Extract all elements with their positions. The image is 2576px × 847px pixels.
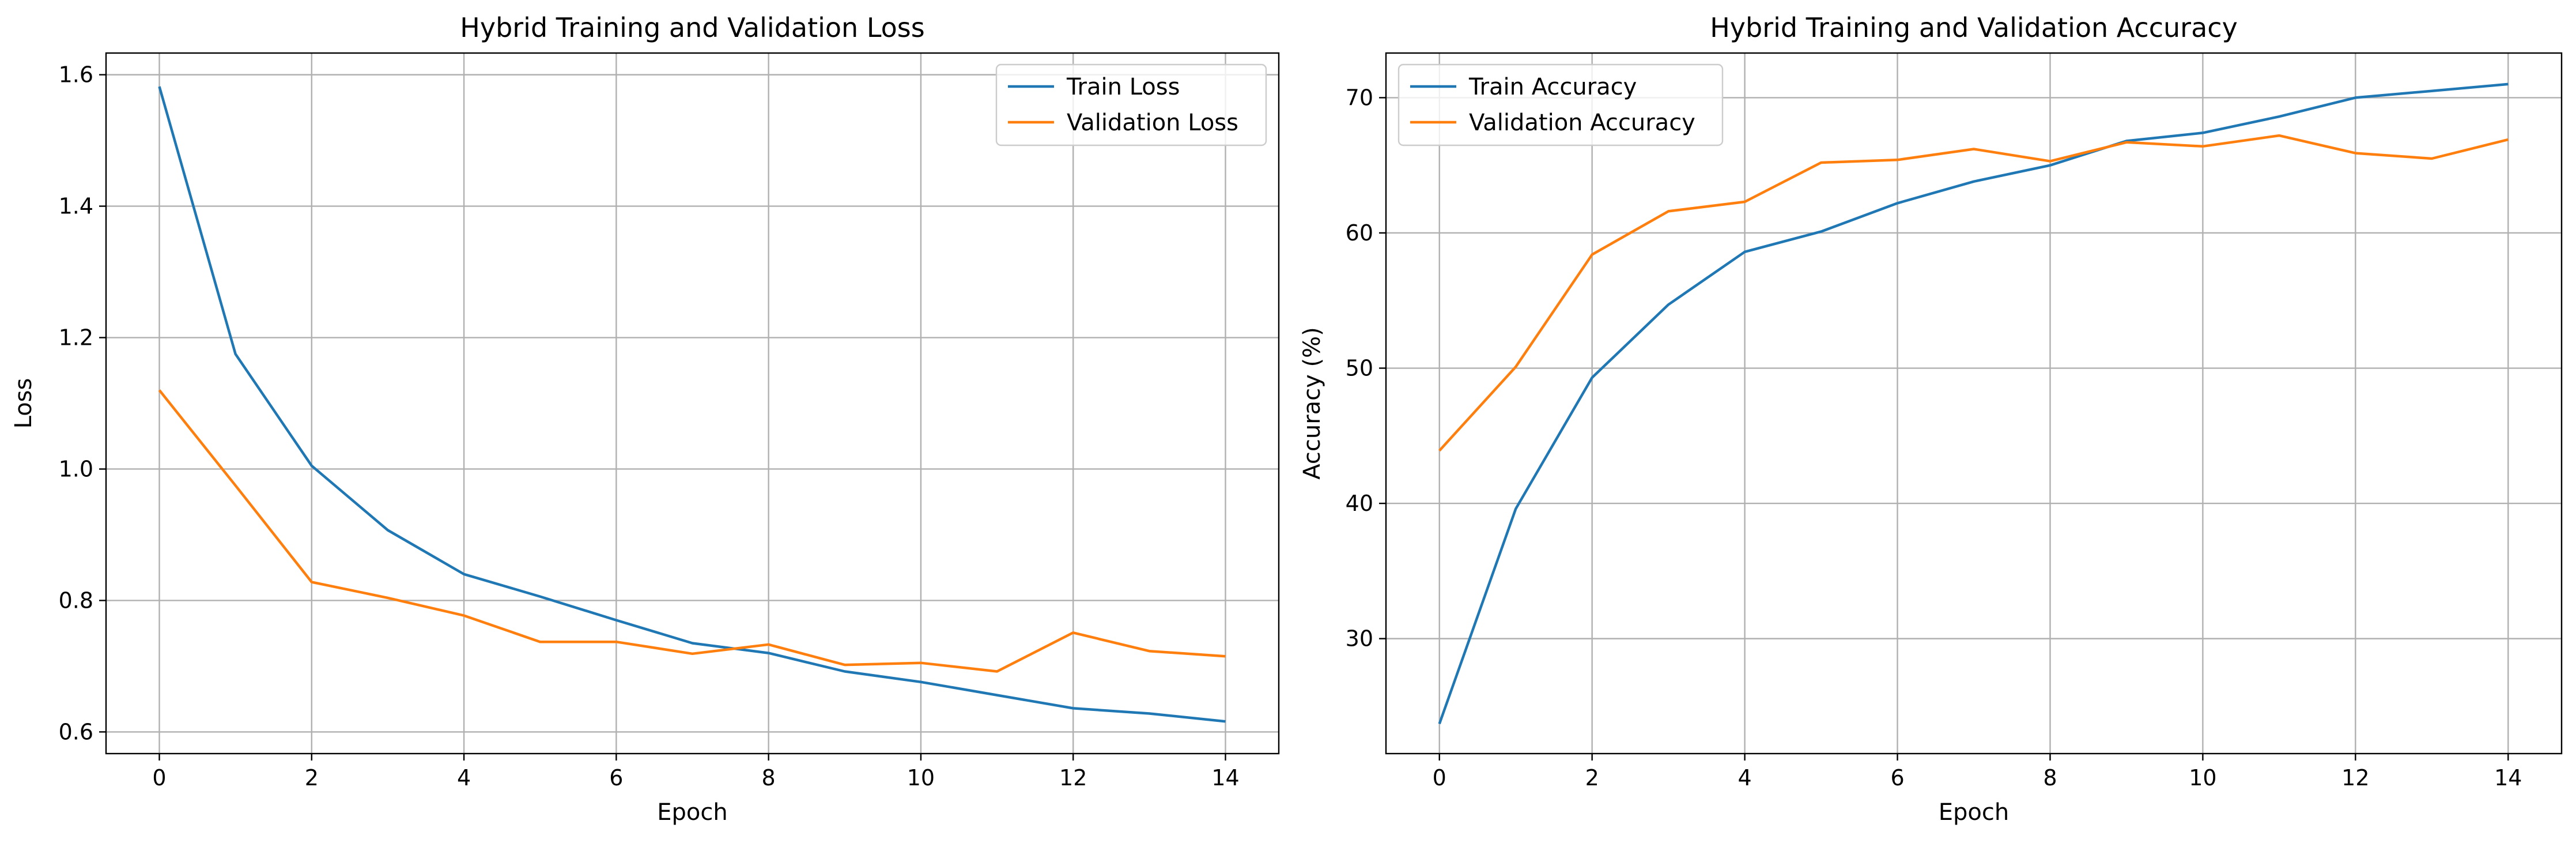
accuracy-chart: 0 2 4 6 8 10 12 14 30 40 50 60 70 Hybrid Training and… <box>1299 12 2563 826</box>
series-line-validation-loss <box>158 389 1226 673</box>
y-tick-label: 0.6 <box>59 719 93 744</box>
x-tick-label: 2 <box>305 765 319 790</box>
legend-label: Validation Loss <box>1067 110 1238 136</box>
y-tick-label: 40 <box>1346 491 1373 516</box>
y-axis-label: Loss <box>10 378 37 429</box>
x-tick-label: 0 <box>1433 765 1446 790</box>
x-tick-label: 8 <box>762 765 776 790</box>
axes-frame <box>105 52 1280 755</box>
x-tick-label: 12 <box>2341 765 2369 790</box>
x-tick-label: 8 <box>2043 765 2057 790</box>
x-axis-label: Epoch <box>657 799 727 826</box>
legend: Train Loss Validation Loss <box>995 63 1267 146</box>
axes-frame <box>1385 52 2563 755</box>
series-line-train-accuracy <box>1438 82 2509 725</box>
x-tick-label: 2 <box>1585 765 1599 790</box>
legend-label: Validation Accuracy <box>1469 110 1695 136</box>
x-tick-label: 12 <box>1059 765 1087 790</box>
y-tick-label: 1.6 <box>59 62 93 88</box>
x-tick-label: 14 <box>2494 765 2522 790</box>
y-tick-label: 30 <box>1346 626 1373 652</box>
loss-chart: 0 2 4 6 8 10 12 14 0.6 0.8 1.0 1.2 1.4 1.6 Hybrid Trai… <box>10 12 1280 826</box>
legend: Train Accuracy Validation Accuracy <box>1397 63 1724 146</box>
series-line-train-loss <box>158 86 1226 723</box>
y-tick-label: 0.8 <box>59 588 93 613</box>
series-line-validation-accuracy <box>1438 134 2509 452</box>
y-tick-label: 1.2 <box>59 325 93 351</box>
x-tick-label: 4 <box>457 765 471 790</box>
x-tick-label: 10 <box>2189 765 2216 790</box>
x-tick-label: 10 <box>907 765 935 790</box>
y-tick-label: 1.0 <box>59 456 93 481</box>
legend-label: Train Accuracy <box>1468 74 1637 100</box>
y-tick-label: 60 <box>1346 220 1373 246</box>
x-tick-label: 4 <box>1738 765 1752 790</box>
y-axis-label: Accuracy (%) <box>1299 327 1325 480</box>
x-tick-label: 14 <box>1211 765 1239 790</box>
y-tick-label: 50 <box>1346 356 1373 381</box>
legend-box <box>995 63 1267 146</box>
x-axis-label: Epoch <box>1939 799 2009 826</box>
legend-label: Train Loss <box>1066 74 1180 100</box>
x-tick-label: 6 <box>1890 765 1904 790</box>
legend-box <box>1397 63 1724 146</box>
y-tick-label: 70 <box>1346 85 1373 110</box>
x-tick-label: 0 <box>152 765 166 790</box>
x-tick-label: 6 <box>609 765 623 790</box>
y-tick-label: 1.4 <box>59 194 93 219</box>
chart-title: Hybrid Training and Validation Loss <box>460 12 924 43</box>
chart-title: Hybrid Training and Validation Accuracy <box>1710 12 2238 43</box>
